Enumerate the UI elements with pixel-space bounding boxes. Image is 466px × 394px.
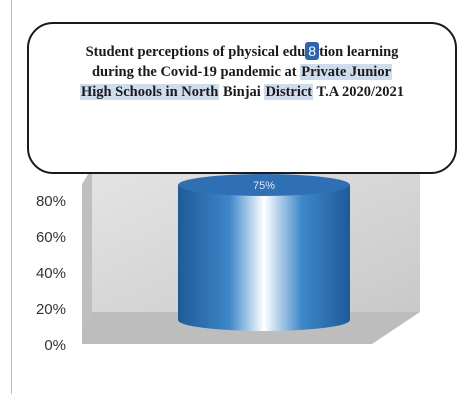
title-segment: during the Covid-19 pandemic at — [91, 64, 301, 80]
y-tick-label: 20% — [36, 301, 66, 318]
title-highlight-segment: High Schools in North — [79, 84, 220, 100]
bar-cylinder-body — [178, 185, 350, 331]
title-badge: 8 — [305, 42, 320, 60]
title-segment: T.A 2020/2021 — [313, 84, 405, 100]
side-wall — [82, 168, 92, 328]
y-tick-label: 0% — [44, 337, 66, 354]
bar-data-label: 75% — [253, 180, 275, 192]
y-tick-label: 80% — [36, 193, 66, 210]
title-highlight-segment: District — [264, 84, 314, 100]
y-tick-label: 60% — [36, 229, 66, 246]
y-tick-label: 40% — [36, 265, 66, 282]
title-segment: Student perceptions of physical edu — [85, 44, 306, 60]
title-segment: Binjai — [219, 84, 265, 100]
chart-title-box — [27, 22, 457, 174]
chart-title: Student perceptions of physical edu 8 tion… — [40, 42, 444, 102]
bar-cylinder-top — [178, 174, 350, 196]
title-segment: tion learning — [319, 44, 399, 60]
frame-border-line — [11, 0, 12, 394]
title-highlight-segment: Private Junior — [300, 64, 393, 80]
